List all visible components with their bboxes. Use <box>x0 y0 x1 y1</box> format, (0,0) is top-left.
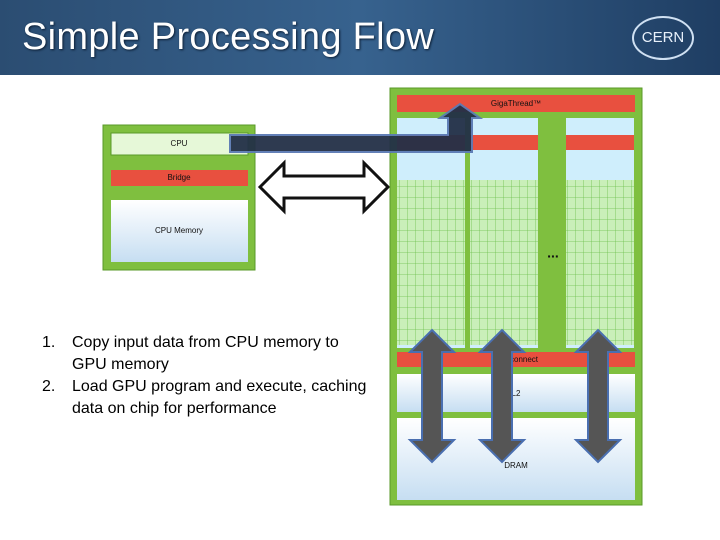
sm-columns <box>397 118 634 348</box>
cpu-memory-label: CPU Memory <box>155 226 203 235</box>
memory-arrow <box>407 328 457 464</box>
gigathread-label: GigaThread™ <box>491 99 541 108</box>
sm-strip <box>470 135 538 150</box>
sm-strip <box>566 135 634 150</box>
step-text: Load GPU program and execute, caching da… <box>72 378 367 417</box>
step-marker: 2. <box>42 378 56 395</box>
memory-arrow <box>573 328 623 464</box>
memory-arrows <box>407 328 623 464</box>
l2-label: L2 <box>512 389 521 398</box>
step-marker: 1. <box>42 334 56 351</box>
sm-grid <box>397 180 465 345</box>
logo: CERN <box>632 16 694 60</box>
cpu-label: CPU <box>171 139 188 148</box>
flow-arrow <box>229 102 484 153</box>
slide-title: Simple Processing Flow <box>22 16 435 58</box>
sm-grid <box>566 180 634 345</box>
memory-arrow <box>477 328 527 464</box>
bridge-box <box>111 170 248 186</box>
interconnect-box <box>397 352 635 367</box>
interconnect-label: Interconnect <box>494 355 539 364</box>
cpu-memory-box <box>111 200 248 262</box>
transfer-arrow <box>257 159 391 215</box>
header-band: Simple Processing Flow CERN <box>0 0 720 75</box>
step-text: Copy input data from CPU memory to GPU m… <box>72 334 339 373</box>
step: 1. Copy input data from CPU memory to GPU… <box>42 332 372 376</box>
bridge-label: Bridge <box>167 173 191 182</box>
ellipsis: ... <box>547 245 559 261</box>
step: 2. Load GPU program and execute, caching … <box>42 376 372 420</box>
dram-label: DRAM <box>504 461 528 470</box>
sm-grid <box>470 180 538 345</box>
step-list: 1. Copy input data from CPU memory to GPU… <box>42 332 372 420</box>
